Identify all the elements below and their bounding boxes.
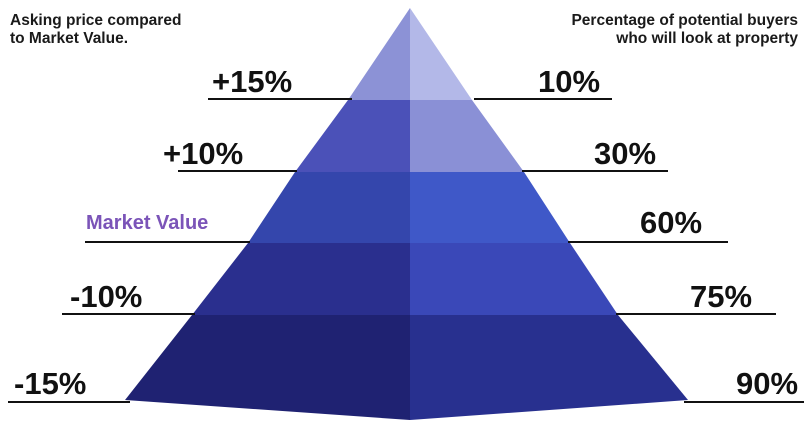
buyers-label-tier-4: 75%	[690, 279, 753, 314]
price-label-tier-2: +10%	[163, 136, 244, 171]
tier-1-right-face	[410, 8, 472, 100]
price-label-tier-4: -10%	[70, 279, 143, 314]
buyers-label-tier-2: 30%	[594, 136, 657, 171]
tier-4-left-face	[192, 243, 410, 315]
left-heading-line-2: to Market Value.	[10, 30, 129, 47]
left-column-heading: Asking price compared to Market Value.	[10, 12, 250, 48]
right-column-heading: Percentage of potential buyers who will …	[498, 12, 798, 48]
price-label-market-value: Market Value	[86, 212, 209, 234]
price-label-tier-5: -15%	[14, 366, 87, 401]
buyers-label-tier-1: 10%	[538, 64, 601, 99]
buyers-label-tier-3: 60%	[640, 205, 703, 240]
tier-5-right-face	[410, 315, 688, 420]
tier-2-right-face	[410, 100, 524, 172]
tier-1-left-face	[348, 8, 410, 100]
tier-2-left-face	[295, 100, 410, 172]
tier-5-left-face	[125, 315, 410, 420]
price-label-tier-1: +15%	[212, 64, 293, 99]
tier-3-left-face	[248, 172, 410, 243]
tier-3-right-face	[410, 172, 570, 243]
right-heading-line-2: who will look at property	[616, 30, 798, 47]
right-heading-line-1: Percentage of potential buyers	[571, 12, 798, 29]
tier-4-right-face	[410, 243, 618, 315]
buyers-label-tier-5: 90%	[736, 366, 799, 401]
left-heading-line-1: Asking price compared	[10, 12, 182, 29]
